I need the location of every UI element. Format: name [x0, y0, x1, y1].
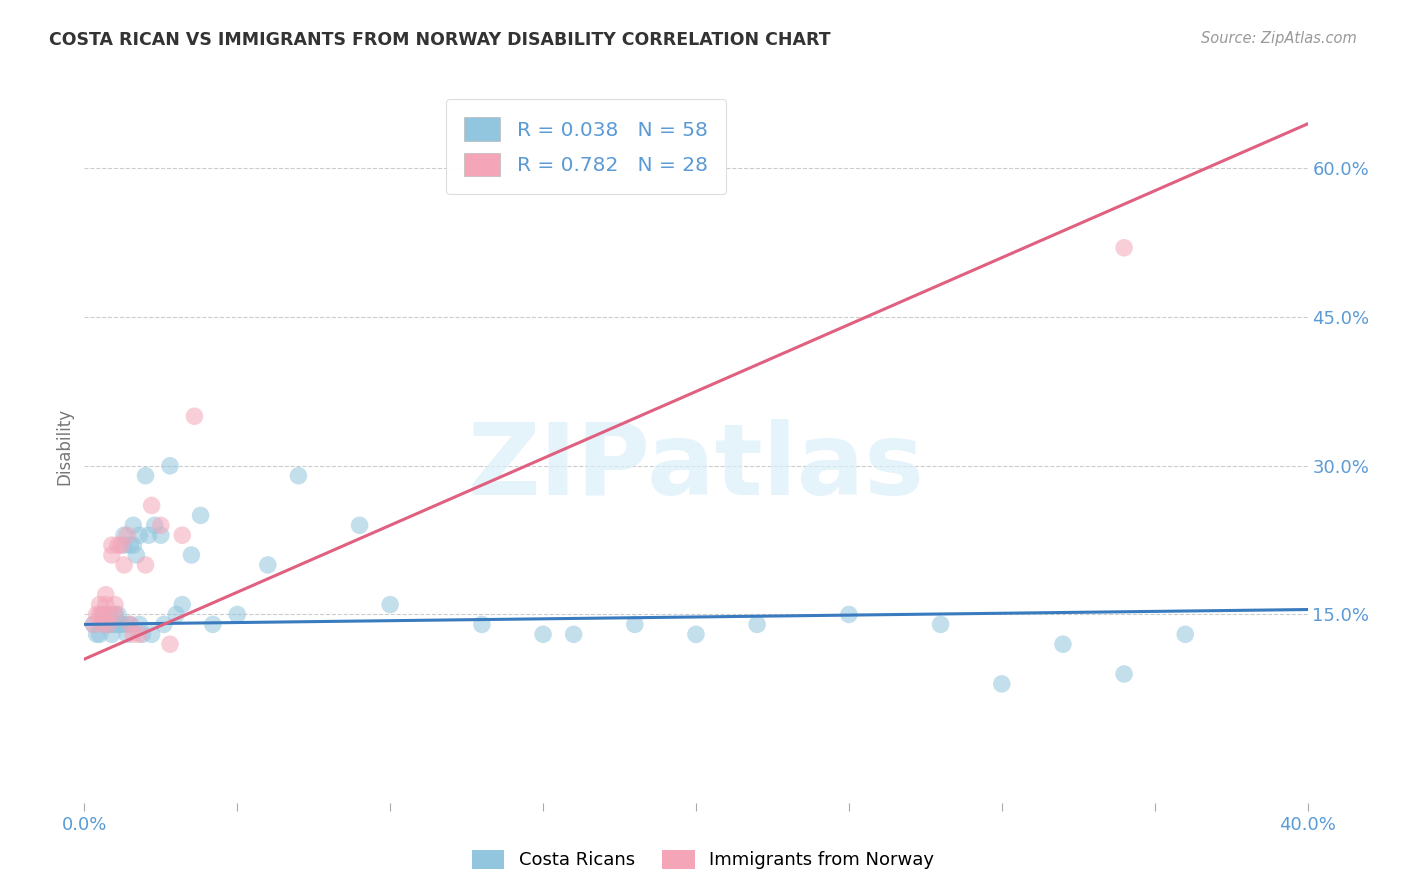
Point — [165, 607, 187, 622]
Legend: R = 0.038   N = 58, R = 0.782   N = 28: R = 0.038 N = 58, R = 0.782 N = 28 — [446, 99, 725, 194]
Point — [1114, 667, 1136, 681]
Point — [149, 528, 172, 542]
Y-axis label: Disability: Disability — [55, 408, 73, 484]
Point — [91, 617, 114, 632]
Point — [91, 617, 114, 632]
Point — [101, 538, 124, 552]
Point — [128, 528, 150, 542]
Point — [101, 627, 124, 641]
Point — [128, 617, 150, 632]
Point — [94, 617, 117, 632]
Point — [929, 617, 952, 632]
Point — [89, 607, 111, 622]
Point — [112, 558, 135, 572]
Point — [112, 538, 135, 552]
Point — [107, 607, 129, 622]
Point — [101, 548, 124, 562]
Point — [138, 528, 160, 542]
Point — [226, 607, 249, 622]
Text: ZIPatlas: ZIPatlas — [468, 419, 924, 516]
Point — [91, 607, 114, 622]
Point — [83, 617, 105, 632]
Point — [110, 538, 132, 552]
Point — [1114, 241, 1136, 255]
Point — [143, 518, 166, 533]
Point — [104, 598, 127, 612]
Point — [153, 617, 176, 632]
Point — [131, 627, 153, 641]
Point — [83, 617, 105, 632]
Point — [201, 617, 224, 632]
Point — [141, 627, 163, 641]
Point — [287, 468, 309, 483]
Point — [183, 409, 205, 424]
Point — [122, 518, 145, 533]
Point — [159, 637, 181, 651]
Point — [104, 617, 127, 632]
Text: Source: ZipAtlas.com: Source: ZipAtlas.com — [1201, 31, 1357, 46]
Point — [380, 598, 402, 612]
Point — [838, 607, 860, 622]
Point — [180, 548, 202, 562]
Point — [190, 508, 212, 523]
Point — [97, 607, 120, 622]
Legend: Costa Ricans, Immigrants from Norway: Costa Ricans, Immigrants from Norway — [463, 841, 943, 879]
Point — [562, 627, 585, 641]
Point — [97, 617, 120, 632]
Point — [125, 548, 148, 562]
Point — [128, 627, 150, 641]
Point — [1174, 627, 1197, 641]
Point — [89, 598, 111, 612]
Point — [101, 617, 124, 632]
Point — [86, 607, 108, 622]
Text: COSTA RICAN VS IMMIGRANTS FROM NORWAY DISABILITY CORRELATION CHART: COSTA RICAN VS IMMIGRANTS FROM NORWAY DI… — [49, 31, 831, 49]
Point — [159, 458, 181, 473]
Point — [110, 617, 132, 632]
Point — [1052, 637, 1074, 651]
Point — [115, 617, 138, 632]
Point — [94, 598, 117, 612]
Point — [122, 627, 145, 641]
Point — [104, 607, 127, 622]
Point — [112, 528, 135, 542]
Point — [94, 607, 117, 622]
Point — [624, 617, 647, 632]
Point — [149, 518, 172, 533]
Point — [89, 627, 111, 641]
Point — [747, 617, 769, 632]
Point — [120, 617, 142, 632]
Point — [115, 627, 138, 641]
Point — [91, 607, 114, 622]
Point — [135, 558, 157, 572]
Point — [141, 499, 163, 513]
Point — [135, 468, 157, 483]
Point — [349, 518, 371, 533]
Point — [120, 617, 142, 632]
Point — [991, 677, 1014, 691]
Point — [471, 617, 494, 632]
Point — [172, 598, 194, 612]
Point — [257, 558, 280, 572]
Point — [122, 538, 145, 552]
Point — [110, 617, 132, 632]
Point — [86, 627, 108, 641]
Point — [107, 538, 129, 552]
Point — [94, 588, 117, 602]
Point — [107, 617, 129, 632]
Point — [97, 607, 120, 622]
Point — [120, 538, 142, 552]
Point — [104, 607, 127, 622]
Point — [172, 528, 194, 542]
Point — [685, 627, 707, 641]
Point — [97, 617, 120, 632]
Point — [115, 528, 138, 542]
Point — [531, 627, 554, 641]
